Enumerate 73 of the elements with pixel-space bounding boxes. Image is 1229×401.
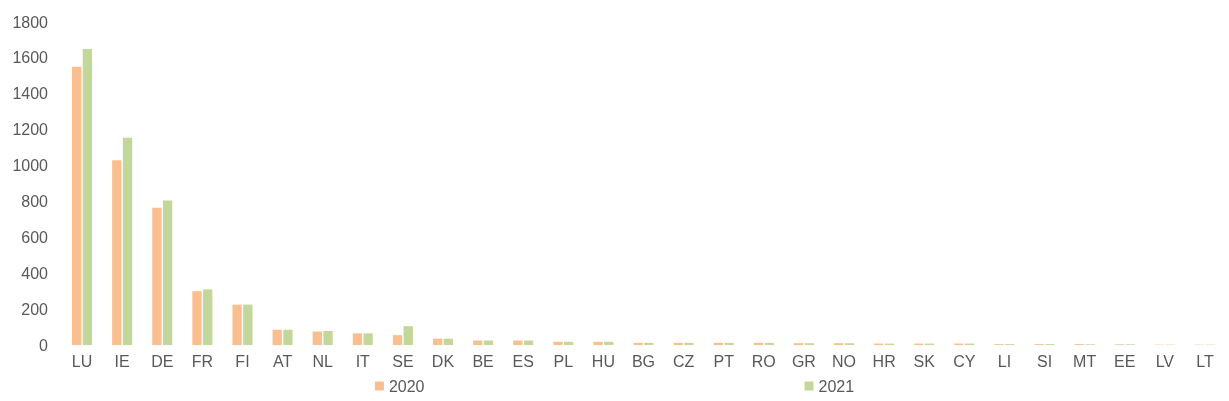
x-tick-label: LV <box>1155 352 1175 370</box>
bar <box>363 333 373 345</box>
x-tick-label: FR <box>191 352 214 370</box>
y-tick-label: 600 <box>21 228 49 246</box>
x-tick-label: PL <box>553 352 574 370</box>
x-tick-label: IT <box>355 352 371 370</box>
bar <box>673 342 683 345</box>
bar <box>323 331 333 345</box>
bar <box>152 207 162 345</box>
x-tick-label: ES <box>512 352 534 370</box>
bar <box>432 338 443 345</box>
legend-label: 2021 <box>818 377 855 395</box>
bar <box>724 342 734 345</box>
bar <box>283 329 293 345</box>
x-tick-label: DK <box>431 352 455 370</box>
x-tick-label: FI <box>235 352 250 370</box>
x-tick-label: AT <box>272 352 293 370</box>
bar <box>753 342 764 345</box>
bar <box>272 329 282 345</box>
legend-label: 2020 <box>388 377 425 395</box>
bar <box>604 341 614 345</box>
bar <box>633 342 643 345</box>
bar <box>72 66 82 345</box>
x-tick-label: BG <box>631 352 656 370</box>
bar <box>593 341 603 345</box>
bar <box>563 341 574 345</box>
bar <box>112 160 122 345</box>
bar <box>122 137 133 345</box>
bar <box>713 342 724 345</box>
x-tick-label: NL <box>312 352 333 370</box>
bar <box>392 335 403 345</box>
y-tick-label: 0 <box>39 336 49 354</box>
x-tick-label: CZ <box>672 352 695 370</box>
bar <box>162 200 173 345</box>
x-tick-label: MT <box>1073 352 1097 370</box>
y-tick-label: 800 <box>21 192 49 210</box>
x-tick-label: PT <box>713 352 735 370</box>
bar <box>82 48 93 345</box>
bar <box>443 338 454 345</box>
x-tick-label: HU <box>591 352 615 370</box>
y-tick-label: 1400 <box>12 85 49 103</box>
y-tick-label: 400 <box>21 264 49 282</box>
x-tick-label: LI <box>997 352 1012 370</box>
x-tick-label: HR <box>872 352 896 370</box>
bar <box>312 331 322 345</box>
x-tick-label: BE <box>472 352 494 370</box>
bar <box>203 289 213 345</box>
y-tick-label: 1800 <box>12 13 49 31</box>
x-tick-label: RO <box>751 352 776 370</box>
x-tick-label: SE <box>392 352 414 370</box>
bar <box>243 304 253 345</box>
x-tick-label: SK <box>913 352 936 370</box>
x-tick-label: CY <box>953 352 976 370</box>
x-tick-label: DE <box>151 352 174 370</box>
y-tick-label: 1600 <box>12 49 49 67</box>
x-tick-label: LU <box>71 352 93 370</box>
bar <box>232 304 242 345</box>
bar <box>352 333 363 345</box>
x-tick-label: IE <box>114 352 130 370</box>
y-tick-label: 1200 <box>12 121 49 139</box>
bar <box>553 341 563 345</box>
bar <box>403 326 413 345</box>
x-tick-label: GR <box>791 352 816 370</box>
bar <box>764 342 774 345</box>
bar <box>684 342 694 345</box>
y-tick-label: 200 <box>21 300 49 318</box>
x-tick-label: SI <box>1036 352 1053 370</box>
bar <box>644 342 654 345</box>
x-tick-label: NO <box>832 352 857 370</box>
y-tick-label: 1000 <box>12 157 49 175</box>
x-tick-label: LT <box>1196 352 1214 370</box>
bar <box>192 291 202 345</box>
x-tick-label: EE <box>1114 352 1136 370</box>
